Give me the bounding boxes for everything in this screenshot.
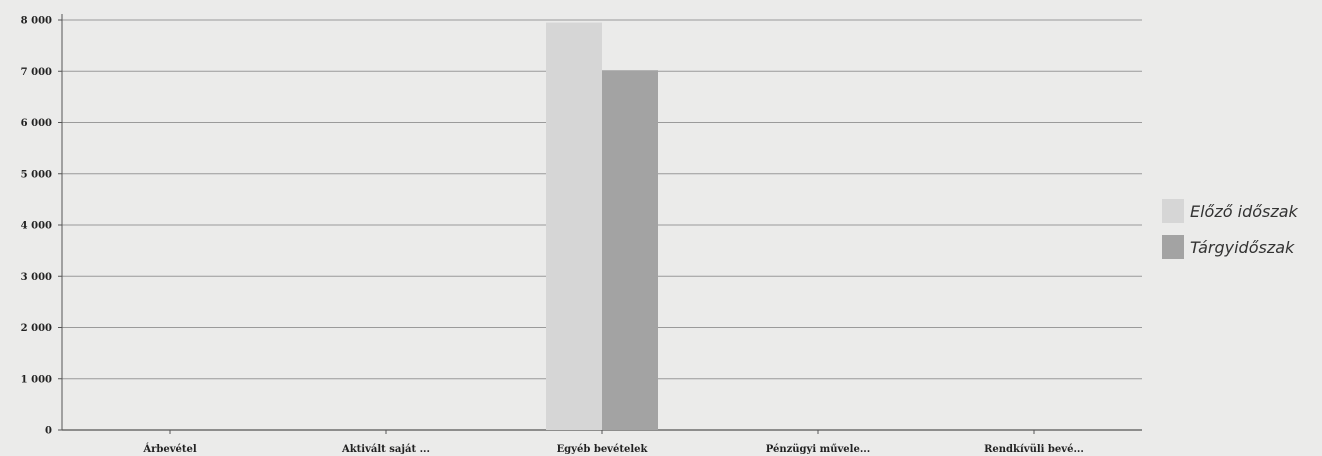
bars <box>546 22 658 430</box>
y-tick-label: 5 000 <box>21 169 52 180</box>
y-tick-label: 7 000 <box>21 67 52 78</box>
labels: 0 1 000 2 000 3 000 4 000 5 000 6 000 7 000 8 00… <box>21 16 1084 456</box>
y-tick-label: 3 000 <box>21 272 52 283</box>
x-tick-label: Rendkívüli bevé... <box>984 444 1084 455</box>
y-tick-label: 4 000 <box>21 221 52 232</box>
legend-label-current: Tárgyidőszak <box>1190 237 1295 257</box>
x-tick-label: Árbevétel <box>142 443 197 455</box>
legend-label-previous: Előző időszak <box>1190 201 1298 221</box>
x-tick-label: Pénzügyi művele... <box>766 444 871 455</box>
y-tick-label: 2 000 <box>21 323 52 334</box>
legend-swatch-previous <box>1162 199 1184 223</box>
x-tick-label: Egyéb bevételek <box>557 444 649 455</box>
y-tick-label: 8 000 <box>21 16 52 27</box>
bar <box>546 22 602 430</box>
legend-item-current: Tárgyidőszak <box>1162 229 1298 265</box>
legend-item-previous: Előző időszak <box>1162 193 1298 229</box>
x-tick-label: Aktivált saját ... <box>341 444 430 455</box>
y-tick-label: 6 000 <box>21 118 52 129</box>
y-tick-label: 0 <box>45 426 52 437</box>
legend: Előző időszak Tárgyidőszak <box>1162 193 1298 265</box>
legend-swatch-current <box>1162 235 1184 259</box>
y-tick-label: 1 000 <box>21 374 52 385</box>
bar <box>602 70 658 430</box>
